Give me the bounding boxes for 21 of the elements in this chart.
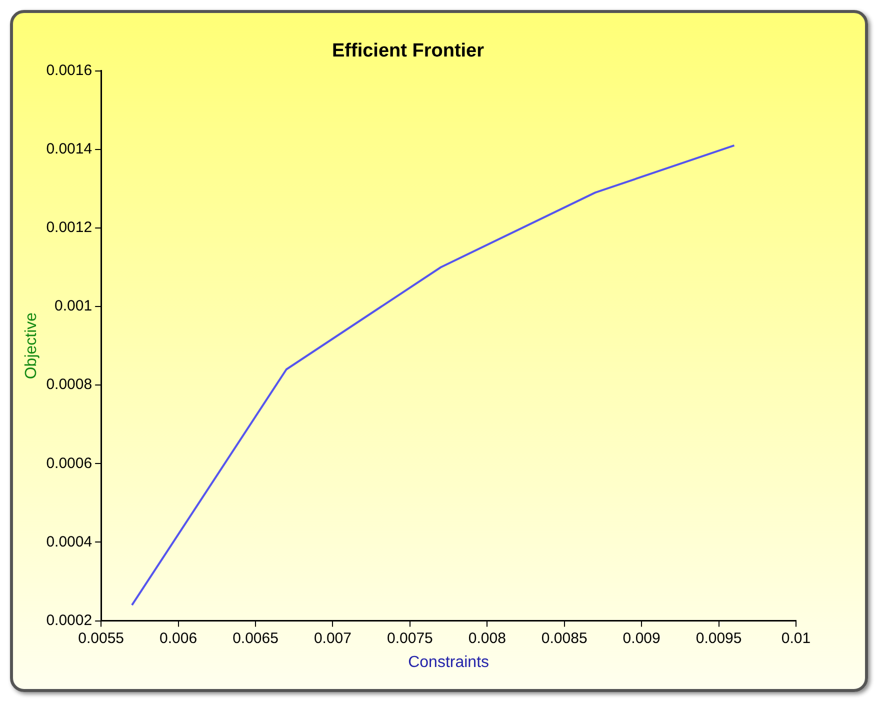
x-tick-label: 0.009 (622, 630, 660, 647)
x-tick-label: 0.006 (160, 630, 198, 647)
x-tick-label: 0.0055 (78, 630, 124, 647)
y-tick-label: 0.0012 (46, 219, 92, 236)
y-tick-label: 0.0002 (46, 612, 92, 629)
x-tick-label: 0.008 (468, 630, 506, 647)
y-tick-label: 0.0014 (46, 140, 92, 158)
y-tick-label: 0.0004 (46, 533, 92, 550)
y-axis-title: Objective (23, 312, 40, 380)
y-tick-label: 0.0016 (46, 62, 92, 79)
x-axis-title: Constraints (408, 654, 489, 671)
x-tick-label: 0.0085 (541, 630, 588, 647)
x-tick-label: 0.0095 (696, 630, 742, 647)
x-tick-label: 0.007 (314, 630, 352, 647)
chart-title: Efficient Frontier (332, 40, 485, 62)
x-tick-label: 0.0065 (232, 630, 278, 647)
y-tick-label: 0.0006 (46, 454, 92, 472)
y-tick-label: 0.001 (54, 298, 92, 315)
y-tick-label: 0.0008 (46, 376, 92, 394)
x-tick-label: 0.01 (781, 630, 811, 647)
x-tick-label: 0.0075 (386, 630, 433, 647)
